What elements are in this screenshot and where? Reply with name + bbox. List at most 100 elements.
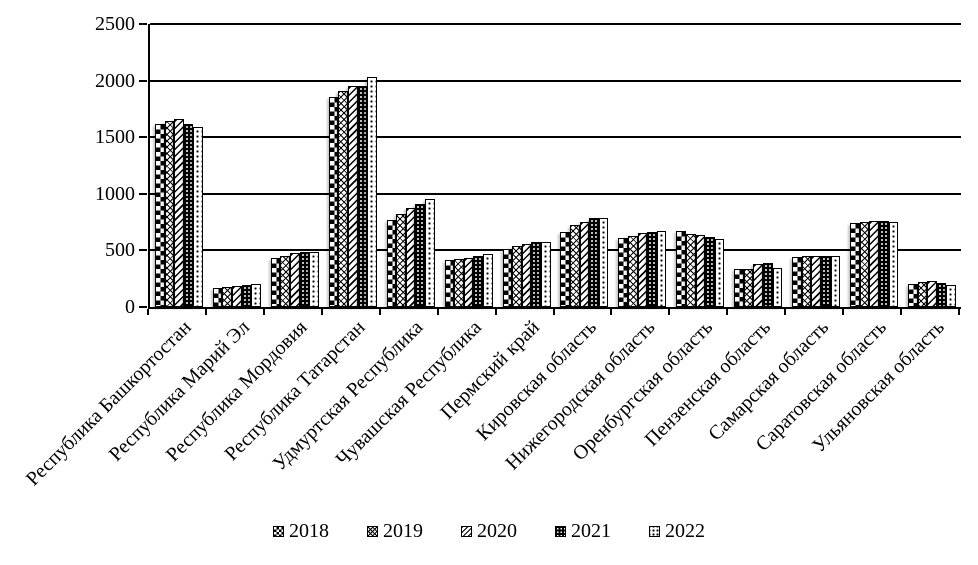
y-axis-tick (139, 192, 147, 195)
x-axis-tick (842, 309, 845, 315)
bar-2022-11 (772, 267, 783, 307)
gridline-1000 (150, 192, 961, 195)
bar-2021-9 (647, 232, 657, 307)
bar-2019-5 (396, 213, 406, 307)
bar-2018-3 (270, 257, 281, 307)
bar-2020-8 (579, 222, 590, 307)
legend-swatch-diamond-icon (367, 525, 378, 537)
legend-swatch-diag-icon (461, 525, 472, 537)
legend-label: 2019 (383, 520, 423, 542)
gridline-500 (150, 249, 961, 252)
bar-2021-8 (589, 218, 599, 307)
bar-2018-6 (444, 260, 455, 307)
x-axis-tick (494, 309, 497, 315)
legend-label: 2022 (665, 520, 705, 542)
legend-swatch-checker-icon (273, 525, 284, 537)
x-axis-tick (610, 309, 613, 315)
bar-2021-7 (531, 242, 541, 307)
bar-2021-5 (415, 204, 426, 307)
bar-2019-4 (338, 90, 348, 307)
legend-swatch-lightdots-icon (649, 525, 660, 537)
bar-2022-14 (946, 284, 957, 307)
bar-2019-7 (512, 246, 522, 307)
gridline-1500 (150, 136, 961, 139)
y-tick-label: 2000 (95, 69, 135, 92)
x-axis-tick (262, 309, 265, 315)
bar-2022-7 (540, 242, 551, 307)
x-axis-tick (204, 309, 207, 315)
bar-2020-11 (753, 263, 764, 307)
bar-2019-12 (801, 256, 812, 307)
x-axis-tick (147, 309, 149, 315)
legend-item-2020: 2020 (461, 520, 517, 542)
bar-2020-6 (463, 257, 474, 307)
bar-2018-13 (850, 223, 860, 307)
legend-swatch-darkdots-icon (555, 525, 566, 537)
bar-2018-2 (212, 287, 223, 307)
y-tick-label: 0 (125, 296, 135, 318)
bar-2020-10 (695, 235, 706, 307)
bar-2021-14 (936, 283, 947, 307)
bar-2020-14 (927, 280, 937, 307)
legend-label: 2018 (289, 520, 329, 542)
bar-2019-13 (859, 222, 870, 307)
bar-2020-5 (405, 207, 416, 307)
bar-2018-4 (328, 97, 339, 307)
y-tick-label: 1500 (95, 126, 135, 149)
x-axis-tick (552, 309, 555, 315)
bar-2021-1 (183, 123, 194, 307)
bar-2020-13 (869, 220, 879, 307)
gridline-2500 (150, 23, 961, 25)
bar-2020-2 (232, 285, 242, 307)
bar-2019-8 (570, 224, 580, 307)
bar-2021-12 (820, 255, 831, 307)
bar-2018-1 (154, 123, 165, 307)
bar-2019-6 (454, 258, 464, 307)
legend-item-2021: 2021 (555, 520, 611, 542)
bar-2022-2 (251, 284, 261, 307)
y-axis-tick (139, 306, 147, 308)
legend-item-2018: 2018 (273, 520, 329, 542)
plot-area (148, 23, 961, 309)
bar-2020-1 (174, 118, 184, 307)
bar-2021-3 (299, 251, 310, 307)
bar-2022-9 (656, 231, 667, 307)
legend-item-2019: 2019 (367, 520, 423, 542)
bar-2019-3 (280, 256, 290, 307)
bar-2019-14 (917, 282, 928, 307)
y-axis-tick (139, 23, 147, 25)
bar-2021-6 (473, 256, 483, 307)
bar-2020-3 (290, 252, 300, 307)
x-axis-tick (378, 309, 381, 315)
bar-2022-6 (483, 253, 493, 307)
bar-2018-8 (560, 231, 571, 307)
bar-2020-7 (521, 244, 532, 307)
chart-legend: 2018 2019 2020 2021 2022 (0, 520, 978, 542)
bar-2022-3 (309, 251, 319, 307)
bar-2019-2 (222, 286, 233, 307)
y-axis-tick (139, 136, 147, 139)
x-axis-tick (726, 309, 729, 315)
x-axis-tick (784, 309, 787, 315)
x-axis-tick (958, 309, 960, 315)
x-axis-tick (668, 309, 671, 315)
bar-2018-9 (618, 237, 628, 307)
bar-2021-10 (705, 236, 715, 307)
bar-2018-10 (676, 231, 686, 307)
bar-2020-9 (637, 233, 648, 307)
bar-2018-14 (908, 283, 918, 307)
bar-2019-10 (685, 234, 696, 307)
bar-2021-4 (357, 86, 368, 307)
bar-2018-11 (734, 269, 744, 307)
bar-2018-5 (386, 219, 397, 307)
x-axis-tick (320, 309, 323, 315)
bar-2022-8 (598, 217, 609, 307)
y-axis-tick (139, 79, 147, 82)
legend-item-2022: 2022 (649, 520, 705, 542)
bar-2022-12 (830, 256, 841, 307)
bar-2020-12 (811, 255, 821, 307)
legend-label: 2020 (477, 520, 517, 542)
y-tick-label: 1000 (95, 182, 135, 205)
bar-2020-4 (347, 86, 358, 307)
